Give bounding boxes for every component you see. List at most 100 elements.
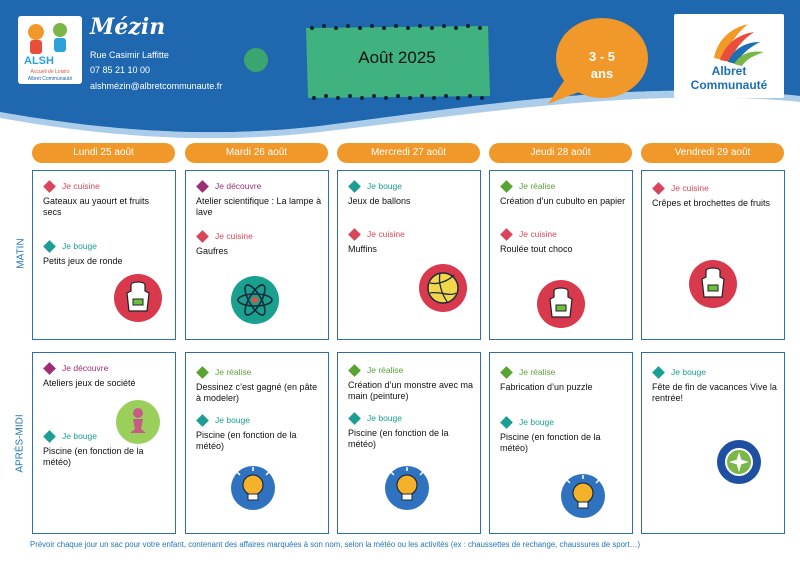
albret-line1: Albret bbox=[711, 64, 747, 78]
site-name: Mézin bbox=[90, 14, 166, 40]
activity-desc: Dessinez c’est gagné (en pâte à modeler) bbox=[196, 382, 318, 403]
activity-tag: Je découvre bbox=[62, 363, 109, 373]
albret-logo: Albret Communauté bbox=[674, 14, 784, 98]
activity: Je bouge Jeux de ballons bbox=[348, 180, 474, 207]
compass-icon bbox=[717, 440, 761, 484]
activity-desc: Jeux de ballons bbox=[348, 196, 411, 206]
diamond-icon bbox=[43, 430, 56, 443]
albret-line2: Communauté bbox=[690, 78, 768, 92]
activity-tag: Je réalise bbox=[519, 367, 556, 377]
diamond-icon bbox=[652, 366, 665, 379]
diamond-icon bbox=[652, 182, 665, 195]
lightbulb-icon bbox=[385, 466, 429, 510]
alsh-logo: ALSH Accueil de Loisirs Albret Communaut… bbox=[18, 16, 82, 84]
activity-tag: Je bouge bbox=[671, 367, 706, 377]
card-afternoon-thursday: Je réalise Fabrication d’un puzzle Je bo… bbox=[489, 352, 633, 534]
month-box bbox=[306, 24, 490, 100]
activity: Je cuisine Gateaux au yaourt et fruits s… bbox=[43, 180, 169, 218]
diamond-icon bbox=[43, 240, 56, 253]
activity-tag: Je réalise bbox=[367, 365, 404, 375]
card-afternoon-tuesday: Je réalise Dessinez c’est gagné (en pâte… bbox=[185, 352, 329, 534]
month-title: Août 2025 bbox=[358, 48, 436, 67]
day-header-wednesday: Mercredi 27 août bbox=[337, 143, 480, 163]
diamond-icon bbox=[196, 230, 209, 243]
diamond-icon bbox=[500, 180, 513, 193]
chess-pawn-icon bbox=[116, 400, 160, 444]
side-label-afternoon: APRÈS-MIDI bbox=[14, 414, 26, 473]
activity: Je réalise Dessinez c’est gagné (en pâte… bbox=[196, 366, 322, 404]
svg-text:ALSH: ALSH bbox=[24, 55, 54, 67]
day-header-monday: Lundi 25 août bbox=[32, 143, 175, 163]
activity-tag: Je cuisine bbox=[62, 181, 100, 191]
activity: Je cuisine Gaufres bbox=[196, 230, 322, 257]
diamond-icon bbox=[348, 412, 361, 425]
activity: Je bouge Fête de fin de vacances Vive la… bbox=[652, 366, 778, 404]
day-header-thursday: Jeudi 28 août bbox=[489, 143, 632, 163]
diamond-icon bbox=[500, 416, 513, 429]
diamond-icon bbox=[196, 180, 209, 193]
lightbulb-icon bbox=[561, 474, 605, 518]
diamond-icon bbox=[196, 366, 209, 379]
svg-text:Albret Communauté: Albret Communauté bbox=[28, 76, 73, 82]
activity-tag: Je réalise bbox=[215, 367, 252, 377]
activity-tag: Je bouge bbox=[62, 241, 97, 251]
activity: Je réalise Création d’un cubulto en papi… bbox=[500, 180, 626, 207]
activity-tag: Je bouge bbox=[215, 415, 250, 425]
activity-tag: Je découvre bbox=[215, 181, 262, 191]
diamond-icon bbox=[500, 366, 513, 379]
activity: Je cuisine Muffins bbox=[348, 228, 474, 255]
diamond-icon bbox=[500, 228, 513, 241]
activity-desc: Piscine (en fonction de la météo) bbox=[196, 430, 297, 451]
activity-desc: Gateaux au yaourt et fruits secs bbox=[43, 196, 150, 217]
card-morning-monday: Je cuisine Gateaux au yaourt et fruits s… bbox=[32, 170, 176, 340]
age-unit: ans bbox=[590, 66, 614, 81]
day-header-tuesday: Mardi 26 août bbox=[185, 143, 328, 163]
footer-note: Prévoir chaque jour un sac pour votre en… bbox=[30, 540, 641, 549]
activity: Je découvre Ateliers jeux de société bbox=[43, 362, 169, 389]
phone: 07 85 21 10 00 bbox=[90, 65, 151, 75]
diamond-icon bbox=[348, 364, 361, 377]
activity-tag: Je cuisine bbox=[215, 231, 253, 241]
activity-tag: Je bouge bbox=[519, 417, 554, 427]
atom-icon bbox=[231, 276, 279, 324]
activity-tag: Je bouge bbox=[62, 431, 97, 441]
activity-desc: Roulée tout choco bbox=[500, 244, 573, 254]
card-morning-wednesday: Je bouge Jeux de ballons Je cuisine Muff… bbox=[337, 170, 481, 340]
apron-icon bbox=[537, 280, 585, 328]
svg-text:Accueil de Loisirs: Accueil de Loisirs bbox=[31, 69, 70, 75]
activity-tag: Je cuisine bbox=[519, 229, 557, 239]
apron-icon bbox=[114, 274, 162, 322]
lightbulb-icon bbox=[231, 466, 275, 510]
card-morning-thursday: Je réalise Création d’un cubulto en papi… bbox=[489, 170, 633, 340]
activity: Je cuisine Crêpes et brochettes de fruit… bbox=[652, 182, 778, 209]
email[interactable]: alshmézin@albretcommunaute.fr bbox=[90, 81, 223, 91]
card-afternoon-wednesday: Je réalise Création d’un monstre avec ma… bbox=[337, 352, 481, 534]
activity-tag: Je bouge bbox=[367, 413, 402, 423]
activity-desc: Gaufres bbox=[196, 246, 229, 256]
activity-desc: Piscine (en fonction de la météo) bbox=[43, 446, 144, 467]
activity-tag: Je réalise bbox=[519, 181, 556, 191]
activity-tag: Je bouge bbox=[367, 181, 402, 191]
activity: Je bouge Piscine (en fonction de la mété… bbox=[348, 412, 474, 450]
activity-desc: Piscine (en fonction de la météo) bbox=[500, 432, 601, 453]
activity: Je réalise Fabrication d’un puzzle bbox=[500, 366, 626, 393]
activity: Je découvre Atelier scientifique : La la… bbox=[196, 180, 322, 218]
activity-desc: Création d’un cubulto en papier bbox=[500, 196, 626, 206]
volleyball-icon bbox=[419, 264, 467, 312]
side-label-morning: MATIN bbox=[15, 238, 27, 269]
activity-tag: Je cuisine bbox=[367, 229, 405, 239]
activity: Je bouge Piscine (en fonction de la mété… bbox=[43, 430, 144, 468]
activity-desc: Création d’un monstre avec ma main (pein… bbox=[348, 380, 474, 401]
activity-desc: Ateliers jeux de société bbox=[43, 378, 136, 388]
header: ALSH Accueil de Loisirs Albret Communaut… bbox=[0, 0, 800, 140]
diamond-icon bbox=[43, 362, 56, 375]
activity-desc: Piscine (en fonction de la météo) bbox=[348, 428, 449, 449]
activity-desc: Fête de fin de vacances Vive la rentrée! bbox=[652, 382, 777, 403]
activity: Je réalise Création d’un monstre avec ma… bbox=[348, 364, 474, 402]
address: Rue Casimir Laffitte bbox=[90, 50, 169, 60]
activity: Je bouge Piscine (en fonction de la mété… bbox=[500, 416, 626, 454]
activity-desc: Muffins bbox=[348, 244, 377, 254]
activity-desc: Petits jeux de ronde bbox=[43, 256, 123, 266]
card-morning-tuesday: Je découvre Atelier scientifique : La la… bbox=[185, 170, 329, 340]
age-range: 3 - 5 ans bbox=[558, 48, 646, 82]
